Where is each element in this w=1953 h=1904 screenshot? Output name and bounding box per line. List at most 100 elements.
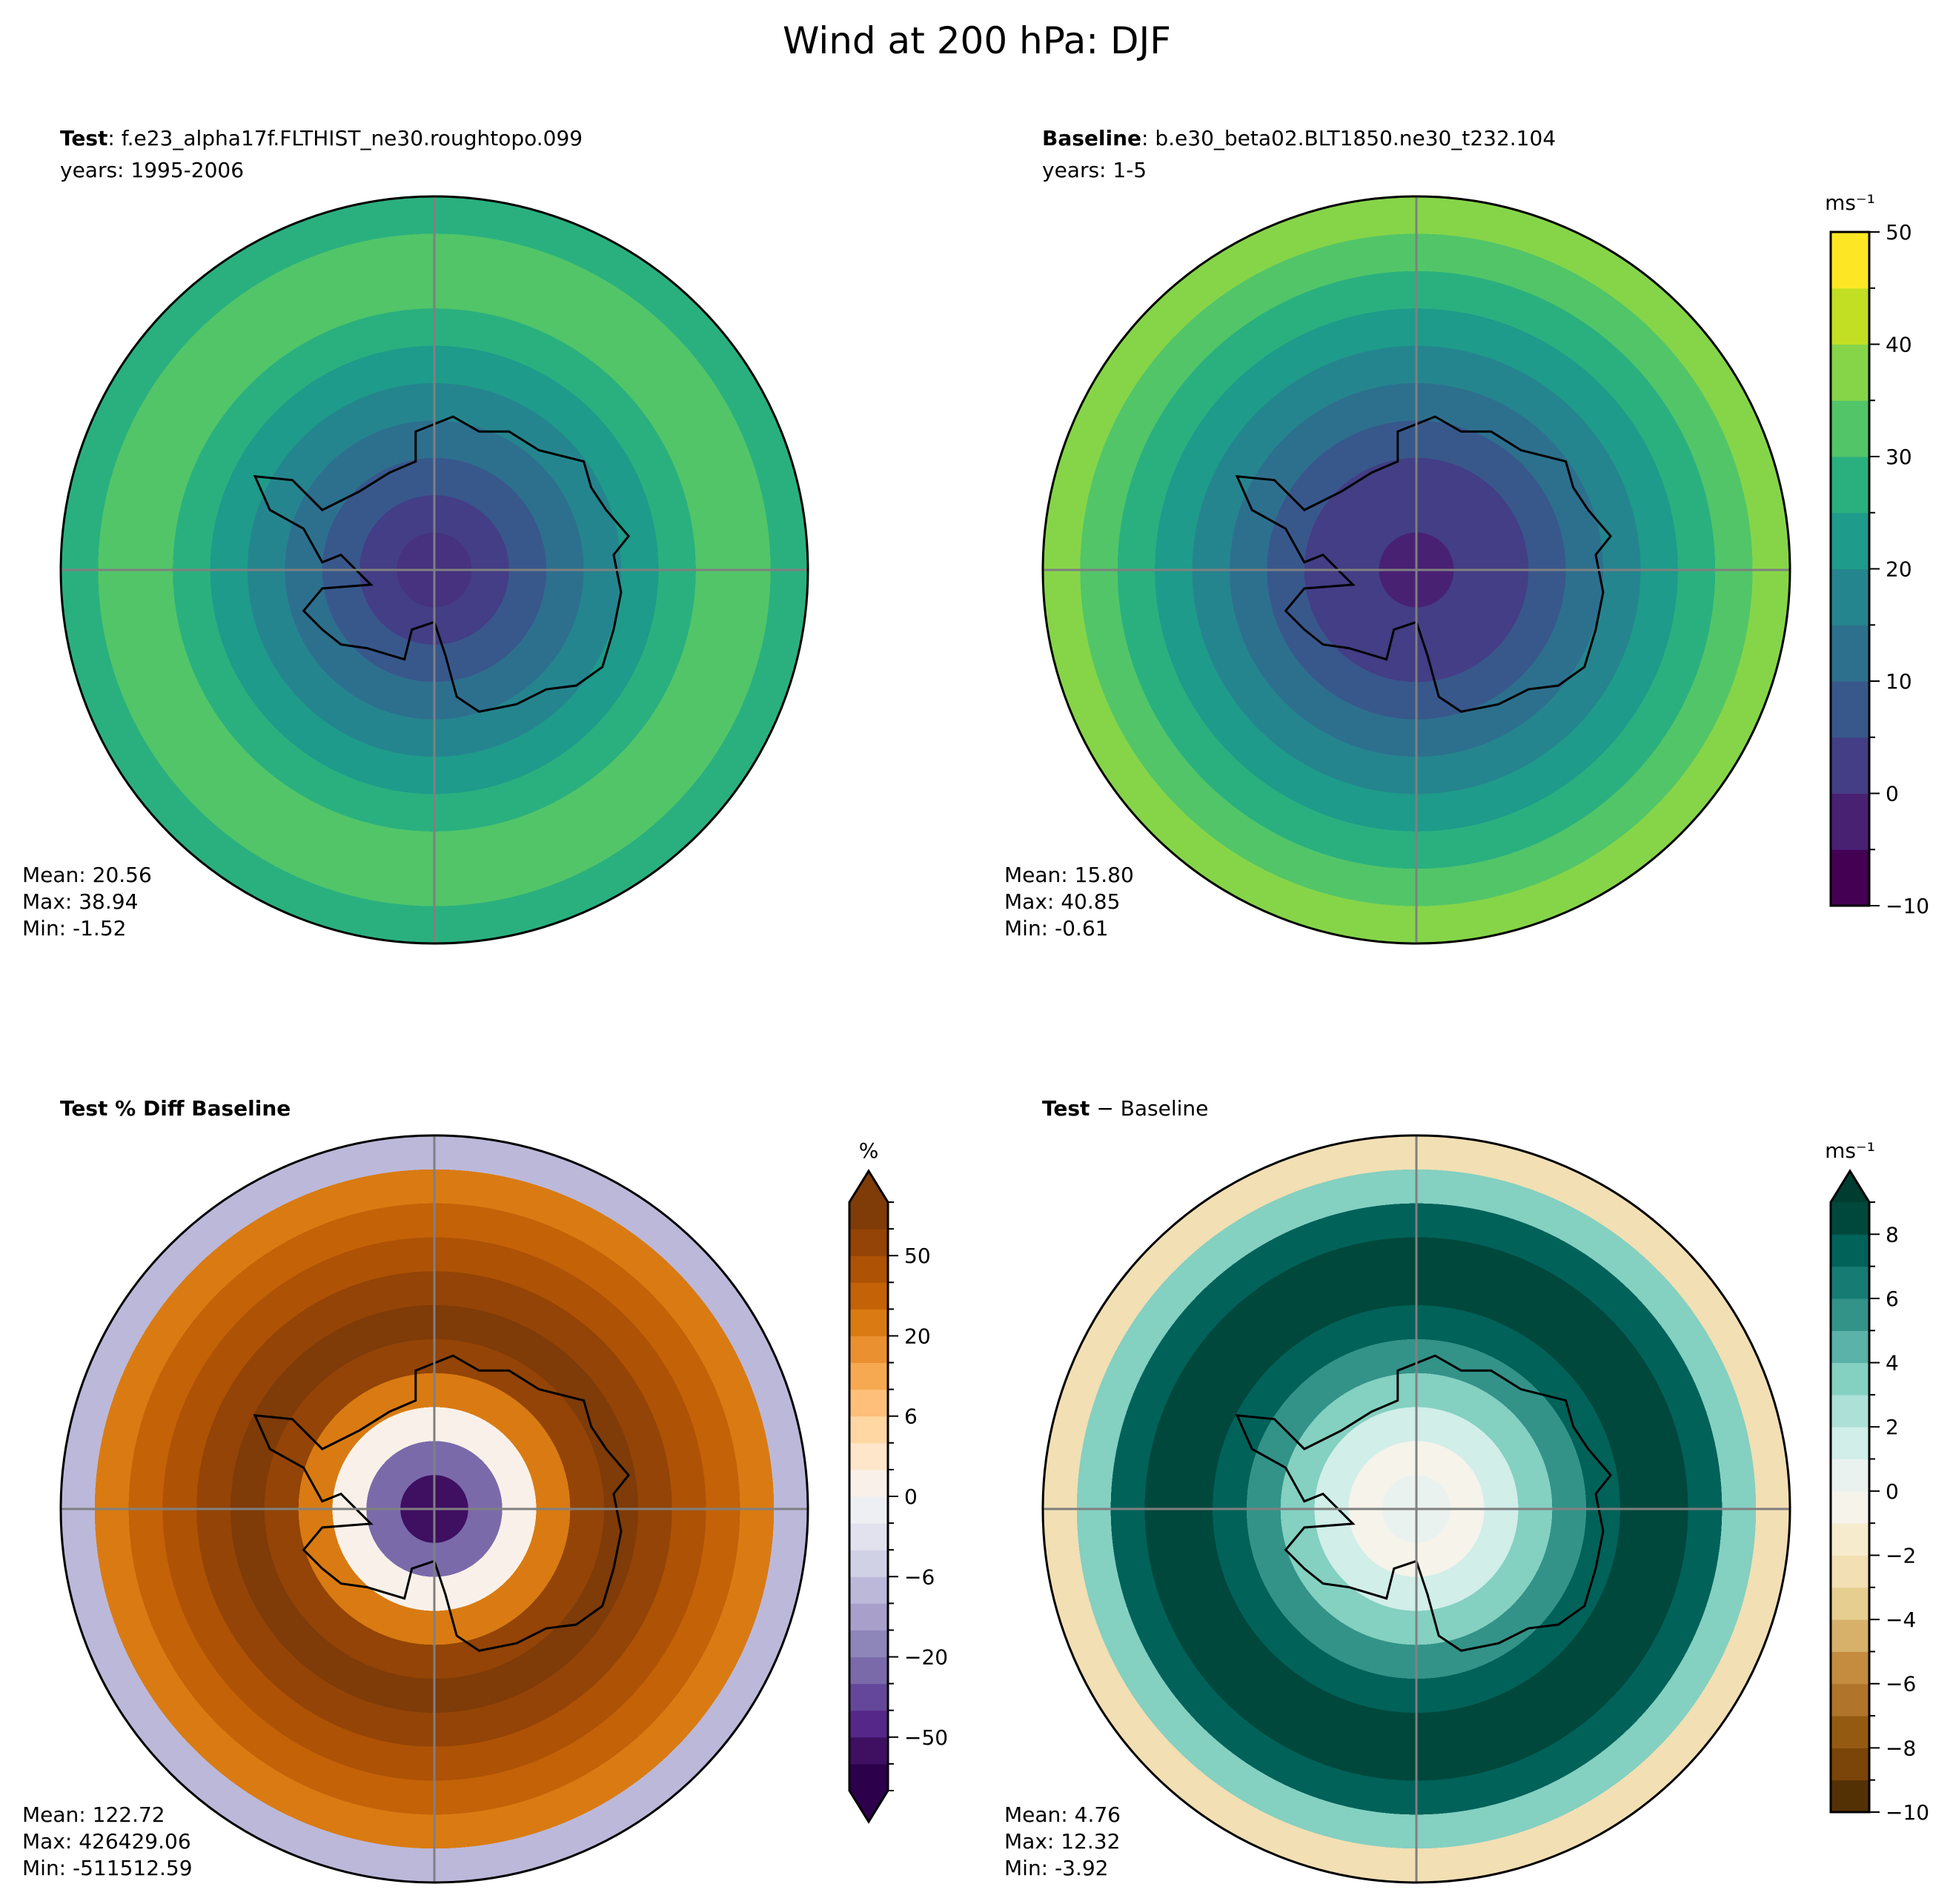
colorbar-tick-label: 4	[1886, 1351, 1899, 1376]
map-panel: Test: f.e23_alpha17f.FLTHIST_ne30.rought…	[22, 126, 809, 945]
map-boundary	[59, 195, 809, 945]
colorbar-bin	[849, 1496, 888, 1524]
colorbar-bin	[1831, 1651, 1869, 1685]
panel-title: Test − Baseline	[1042, 1096, 1208, 1121]
colorbar-bin	[849, 1255, 888, 1283]
colorbar-bin	[849, 1202, 888, 1230]
colorbar-bin	[1831, 568, 1869, 626]
map-boundary	[1041, 195, 1791, 945]
colorbar-bin	[1831, 1266, 1869, 1299]
colorbar-bin	[1831, 1555, 1869, 1588]
panel-title: Baseline: b.e30_beta02.BLT1850.ne30_t232…	[1042, 126, 1556, 150]
panel-years: years: 1995-2006	[60, 158, 244, 182]
colorbar-bin	[849, 1737, 888, 1765]
colorbar-bin	[1831, 625, 1869, 682]
colorbar-tick-label: −6	[904, 1565, 935, 1589]
figure-title: Wind at 200 hPa: DJF	[783, 19, 1171, 62]
colorbar-tick-label: −50	[904, 1725, 948, 1750]
colorbar-bin	[849, 1683, 888, 1711]
panel-title-bold: Test % Diff Baseline	[60, 1096, 291, 1121]
colorbar-bin	[1831, 1716, 1869, 1748]
colorbar-extend-max	[1831, 1171, 1869, 1202]
panel-years: years: 1-5	[1042, 158, 1147, 182]
colorbar-tick-label: 30	[1886, 445, 1912, 469]
colorbar-tick-label: 20	[904, 1324, 931, 1348]
stat-max: Max: 38.94	[22, 889, 138, 914]
colorbar-tick-label: 0	[1886, 1479, 1899, 1504]
colorbar-bin	[1831, 232, 1869, 289]
colorbar-outline	[1829, 1169, 1871, 1814]
colorbar-tick-label: 6	[904, 1404, 918, 1429]
colorbar-bin	[1831, 400, 1869, 457]
colorbar-bin	[849, 1336, 888, 1364]
colorbar-tick-label: 40	[1886, 333, 1912, 357]
stat-min: Min: -3.92	[1004, 1856, 1108, 1880]
colorbar-bin	[849, 1550, 888, 1577]
colorbar-tick-label: −10	[1886, 894, 1929, 918]
colorbar-tick-label: 50	[1886, 220, 1912, 245]
colorbar-bin	[1831, 1779, 1869, 1813]
colorbar-bin	[1831, 681, 1869, 738]
colorbar: −10 0 10 20 30 40 50 ms⁻¹	[1825, 190, 1929, 918]
colorbar-tick-label: −10	[1886, 1800, 1929, 1825]
colorbar-tick-label: 0	[1886, 782, 1899, 806]
colorbar-tick-label: 6	[1886, 1287, 1899, 1311]
colorbar-tick-label: −20	[904, 1645, 948, 1670]
colorbar-bin	[1831, 737, 1869, 794]
map-panel: Baseline: b.e30_beta02.BLT1850.ne30_t232…	[1004, 126, 1791, 945]
panel-title: Test: f.e23_alpha17f.FLTHIST_ne30.rought…	[60, 126, 583, 150]
colorbar-bin	[849, 1282, 888, 1310]
colorbar-tick-label: 0	[904, 1485, 918, 1509]
colorbar-bin	[849, 1442, 888, 1470]
panel-title-bold: Test	[60, 126, 107, 150]
colorbar-tick-label: −6	[1886, 1672, 1916, 1696]
map-boundary	[59, 1134, 809, 1884]
colorbar-bin	[849, 1389, 888, 1417]
colorbar-bin	[1831, 1394, 1869, 1427]
colorbar-extend-max	[849, 1171, 888, 1202]
stat-mean: Mean: 15.80	[1004, 863, 1134, 887]
colorbar-bin	[1831, 457, 1869, 514]
colorbar-bin	[1831, 1298, 1869, 1331]
colorbar-bin	[1831, 849, 1869, 906]
colorbar-bin	[1831, 1427, 1869, 1460]
colorbar-bin	[1831, 1619, 1869, 1652]
colorbar-bin	[1831, 1683, 1869, 1716]
colorbar-tick-label: 2	[1886, 1415, 1899, 1439]
panel-title: Test % Diff Baseline	[60, 1096, 291, 1121]
panel-title-bold: Baseline	[1042, 126, 1141, 150]
colorbar-bin	[1831, 1362, 1869, 1396]
stat-min: Min: -511512.59	[22, 1856, 193, 1880]
colorbar-bin	[849, 1763, 888, 1791]
panel-title-case: : f.e23_alpha17f.FLTHIST_ne30.roughtopo.…	[107, 126, 583, 150]
stat-min: Min: -0.61	[1004, 916, 1108, 941]
panel-title-case: − Baseline	[1090, 1096, 1208, 1121]
colorbar-bin	[849, 1603, 888, 1631]
colorbar-bin	[849, 1710, 888, 1738]
colorbar-bin	[849, 1469, 888, 1497]
colorbar: −10 −8 −6 −4 −2 0 2 4 6 8 ms⁻¹	[1825, 1138, 1929, 1825]
stat-mean: Mean: 20.56	[22, 863, 152, 887]
colorbar-bin	[1831, 1234, 1869, 1267]
stat-mean: Mean: 122.72	[22, 1802, 165, 1827]
stat-max: Max: 426429.06	[22, 1829, 191, 1854]
colorbar-tick-label: 20	[1886, 557, 1912, 582]
colorbar-tick-label: 50	[904, 1244, 931, 1268]
stat-max: Max: 12.32	[1004, 1829, 1120, 1854]
colorbar-bin	[849, 1630, 888, 1658]
panel-title-bold: Test	[1042, 1096, 1090, 1121]
colorbar-bin	[1831, 1587, 1869, 1620]
colorbar-bin	[1831, 1330, 1869, 1364]
colorbar-units-label: %	[859, 1138, 879, 1163]
colorbar-bin	[1831, 1523, 1869, 1556]
colorbar-units-label: ms⁻¹	[1825, 1138, 1875, 1163]
colorbar-bin	[849, 1656, 888, 1685]
colorbar-bin	[849, 1576, 888, 1604]
map-boundary	[1041, 1134, 1791, 1884]
colorbar-bin	[849, 1523, 888, 1550]
colorbar-bin	[1831, 344, 1869, 401]
stat-mean: Mean: 4.76	[1004, 1802, 1121, 1827]
colorbar: −50 −20 −6 0 6 20 50%	[848, 1138, 948, 1824]
